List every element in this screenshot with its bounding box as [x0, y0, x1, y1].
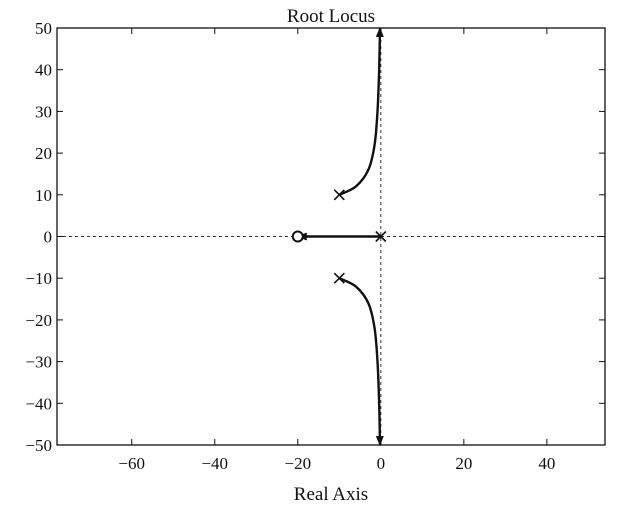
x-tick-label: −20: [284, 454, 311, 473]
y-tick-label: 20: [35, 144, 52, 163]
zero-marker: [291, 230, 304, 243]
x-tick-label: −40: [201, 454, 228, 473]
pole-marker: [375, 230, 387, 243]
poles-and-zeros: [291, 189, 387, 284]
x-axis-label: Real Axis: [294, 484, 368, 505]
x-tick-label: 40: [538, 454, 555, 473]
upper-locus-branch: [338, 27, 384, 196]
pole-marker: [333, 189, 345, 201]
y-tick-label: −20: [25, 311, 52, 330]
y-tick-label: −30: [25, 353, 52, 372]
x-tick-label: 20: [455, 454, 472, 473]
y-tick-label: 40: [35, 61, 52, 80]
pole-marker: [333, 272, 345, 284]
y-tick-label: 30: [35, 102, 52, 121]
y-tick-label: 50: [35, 19, 52, 38]
locus-branches: [296, 27, 384, 446]
y-tick-label: 10: [35, 186, 52, 205]
tick-marks: [57, 27, 605, 446]
y-tick-label: −10: [25, 269, 52, 288]
x-tick-label: 0: [377, 454, 386, 473]
reference-lines: [57, 28, 605, 445]
y-tick-label: −40: [25, 394, 52, 413]
y-tick-label: −50: [25, 436, 52, 455]
chart-title: Root Locus: [287, 6, 375, 27]
y-tick-labels: 50 40 30 20 10 0 −10 −20 −30 −40 −50: [25, 19, 52, 455]
x-tick-label: −60: [118, 454, 145, 473]
x-tick-labels: −60 −40 −20 0 20 40: [118, 454, 555, 473]
lower-locus-branch: [338, 277, 384, 446]
y-tick-label: 0: [44, 228, 53, 247]
